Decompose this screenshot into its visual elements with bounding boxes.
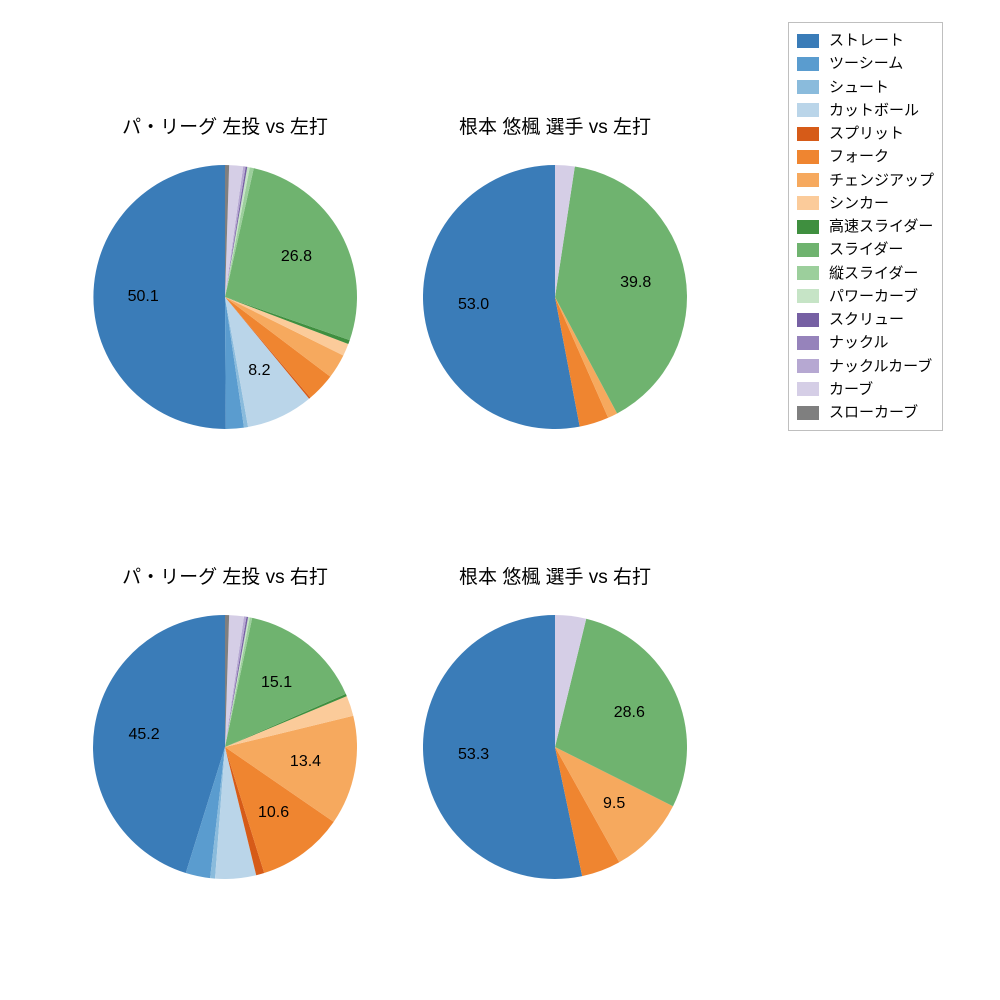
legend-item-shoot: シュート [797,76,934,99]
legend-swatch [797,289,819,303]
legend-swatch [797,359,819,373]
legend-label: シンカー [829,192,889,215]
slice-label: 8.2 [248,362,270,380]
chart-title-pl-lhp-vs-lhb: パ・リーグ 左投 vs 左打 [122,112,328,139]
legend-label: スローカーブ [829,401,918,424]
slice-label: 13.4 [290,753,321,771]
legend-item-knuckle: ナックル [797,331,934,354]
legend-item-twoseam: ツーシーム [797,52,934,75]
legend-label: カットボール [829,99,919,122]
slice-label: 26.8 [281,248,312,266]
slice-label: 15.1 [261,674,292,692]
legend-item-power_curve: パワーカーブ [797,285,934,308]
slice-label: 53.0 [458,296,489,314]
legend-item-fork: フォーク [797,145,934,168]
legend-swatch [797,266,819,280]
legend-swatch [797,196,819,210]
legend-swatch [797,220,819,234]
legend-label: スプリット [829,122,904,145]
pie-nemoto-vs-lhb: 53.0 39.8 [423,165,687,429]
slice-label: 45.2 [129,726,160,744]
legend-swatch [797,406,819,420]
legend-item-slow_curve: スローカーブ [797,401,934,424]
slice-label: 28.6 [614,704,645,722]
legend-item-knuckle_curve: ナックルカーブ [797,355,934,378]
legend-item-cutball: カットボール [797,99,934,122]
pie-svg [93,615,357,879]
legend-item-straight: ストレート [797,29,934,52]
legend-label: ナックル [829,331,889,354]
legend-swatch [797,127,819,141]
legend-swatch [797,34,819,48]
slice-label: 39.8 [620,274,651,292]
legend-item-v_slider: 縦スライダー [797,262,934,285]
chart-grid: パ・リーグ 左投 vs 左打 50.1 8.2 26.8 根本 悠楓 選手 vs 左打 5… [0,0,1000,1000]
legend-label: ツーシーム [829,52,903,75]
legend-label: パワーカーブ [829,285,918,308]
pie-nemoto-vs-rhb: 53.3 9.5 28.6 [423,615,687,879]
legend-label: ストレート [829,29,904,52]
legend-item-fast_slider: 高速スライダー [797,215,934,238]
chart-title-nemoto-vs-rhb: 根本 悠楓 選手 vs 右打 [459,562,651,589]
legend-item-changeup: チェンジアップ [797,169,934,192]
legend-label: 高速スライダー [829,215,933,238]
legend-swatch [797,57,819,71]
pie-pl-lhp-vs-lhb: 50.1 8.2 26.8 [93,165,357,429]
legend-swatch [797,103,819,117]
legend-label: 縦スライダー [829,262,918,285]
pie-pl-lhp-vs-rhb: 45.2 10.6 13.4 15.1 [93,615,357,879]
legend-label: スライダー [829,238,903,261]
legend-label: チェンジアップ [829,169,934,192]
legend-swatch [797,313,819,327]
legend-label: ナックルカーブ [829,355,932,378]
legend-item-sinker: シンカー [797,192,934,215]
legend-item-slider: スライダー [797,238,934,261]
legend-item-curve: カーブ [797,378,934,401]
slice-label: 50.1 [128,288,159,306]
legend-swatch [797,150,819,164]
legend-swatch [797,336,819,350]
legend-swatch [797,243,819,257]
legend-label: フォーク [829,145,889,168]
slice-label: 53.3 [458,746,489,764]
chart-title-pl-lhp-vs-rhb: パ・リーグ 左投 vs 右打 [122,562,328,589]
slice-label: 9.5 [603,795,625,813]
chart-title-nemoto-vs-lhb: 根本 悠楓 選手 vs 左打 [459,112,651,139]
slice-straight [93,165,225,429]
legend-label: カーブ [829,378,873,401]
legend-label: シュート [829,76,889,99]
legend-swatch [797,80,819,94]
legend-swatch [797,173,819,187]
legend: ストレートツーシームシュートカットボールスプリットフォークチェンジアップシンカー… [788,22,943,431]
legend-item-split: スプリット [797,122,934,145]
legend-swatch [797,382,819,396]
slice-label: 10.6 [258,804,289,822]
legend-item-screw: スクリュー [797,308,934,331]
legend-label: スクリュー [829,308,904,331]
